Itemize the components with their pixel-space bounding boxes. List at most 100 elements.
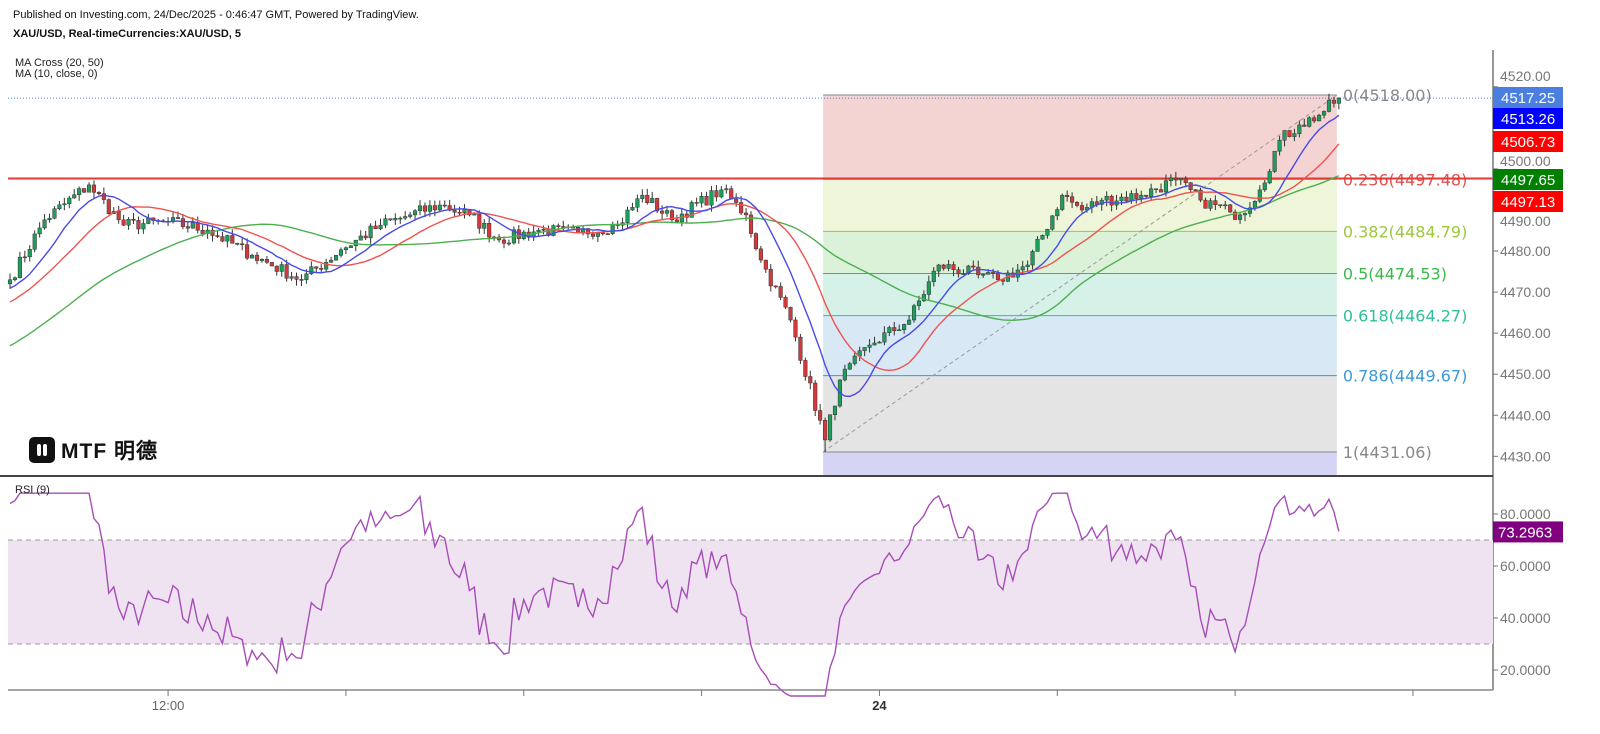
candle-body <box>1312 117 1317 122</box>
fib-zone <box>823 375 1337 452</box>
candle <box>259 258 264 263</box>
rsi-band <box>8 540 1493 644</box>
fib-zone <box>823 315 1337 376</box>
candle <box>1208 198 1213 212</box>
price-label-badge <box>1493 87 1563 108</box>
candle <box>269 262 274 267</box>
candle-body <box>126 218 131 226</box>
candle-body <box>818 410 823 421</box>
candle <box>245 238 250 260</box>
candle <box>941 263 946 271</box>
candle-body <box>422 205 428 212</box>
candle <box>1030 249 1035 270</box>
candle-body <box>605 233 610 235</box>
candle <box>1326 93 1332 113</box>
candle <box>220 231 225 243</box>
candle-body <box>882 332 887 343</box>
candle <box>729 185 734 200</box>
price-label-badge <box>1493 131 1563 152</box>
candle-body <box>72 194 77 199</box>
candle-body <box>921 294 926 302</box>
candle <box>47 213 52 223</box>
candle <box>823 417 828 452</box>
fib-level-label: 1(4431.06) <box>1343 443 1432 462</box>
candle-body <box>1193 189 1198 191</box>
candle-body <box>946 264 951 269</box>
candle <box>719 186 724 199</box>
candle-body <box>995 272 1001 281</box>
candle <box>294 272 299 286</box>
rsi-value-badge <box>1493 521 1563 543</box>
candle <box>813 379 818 416</box>
candle-body <box>254 254 260 261</box>
candle <box>783 295 788 310</box>
candle <box>645 188 650 205</box>
rsi-value-text: 73.2963 <box>1498 524 1552 541</box>
candle-body <box>501 239 507 244</box>
candle <box>388 218 393 222</box>
candle <box>1282 130 1287 147</box>
price-label-text: 4517.25 <box>1501 90 1555 107</box>
candle <box>42 214 47 230</box>
rsi-legend[interactable]: RSI (9) <box>15 484 50 496</box>
candle-body <box>719 189 724 198</box>
candle-body <box>240 243 245 246</box>
candle-body <box>319 268 324 270</box>
candle <box>378 218 383 231</box>
candle <box>1178 178 1183 185</box>
candle <box>630 202 635 211</box>
candle-body <box>625 209 630 223</box>
candle <box>284 259 289 282</box>
candle-body <box>971 265 976 268</box>
candle <box>872 336 877 346</box>
candle-body <box>768 268 773 287</box>
candle-body <box>1178 178 1183 181</box>
candle <box>116 205 121 224</box>
candle-body <box>763 259 768 270</box>
candle <box>1331 96 1336 108</box>
candle <box>1302 118 1307 127</box>
candle-body <box>358 235 363 241</box>
candle-body <box>1213 200 1218 205</box>
candle <box>694 197 699 207</box>
candle <box>714 185 719 202</box>
candle-body <box>936 264 941 272</box>
ma-cross-legend[interactable]: MA Cross (20, 50) <box>15 57 104 69</box>
candle-body <box>1228 204 1233 213</box>
candle <box>12 276 17 282</box>
candle-body <box>709 190 714 206</box>
candle-body <box>329 259 334 263</box>
candle <box>27 245 32 262</box>
candle-body <box>309 266 314 275</box>
candle-body <box>185 226 190 229</box>
candle-body <box>1233 211 1238 220</box>
candle-body <box>729 188 734 200</box>
candle <box>892 322 897 336</box>
candle <box>1287 129 1292 138</box>
candle-body <box>1282 130 1287 141</box>
candle-body <box>427 205 432 212</box>
candle <box>205 224 210 239</box>
candle-body <box>1158 189 1164 193</box>
candle-body <box>304 273 309 281</box>
candle <box>956 266 961 278</box>
candle <box>348 245 353 249</box>
candle-body <box>1065 194 1070 197</box>
candle <box>338 247 344 258</box>
candle-body <box>783 297 788 308</box>
candle <box>1321 110 1327 119</box>
candle-body <box>289 276 294 279</box>
candle <box>343 246 348 255</box>
candle-body <box>778 286 783 298</box>
ma-legend[interactable]: MA (10, close, 0) <box>15 68 98 80</box>
candle-body <box>842 368 847 381</box>
candle-body <box>333 255 339 261</box>
candle <box>674 214 679 224</box>
candle-body <box>655 198 660 212</box>
candle <box>788 306 793 323</box>
candle-body <box>650 198 655 203</box>
candle-body <box>1124 196 1129 202</box>
candle <box>1158 183 1164 193</box>
candle-body <box>1119 196 1124 202</box>
